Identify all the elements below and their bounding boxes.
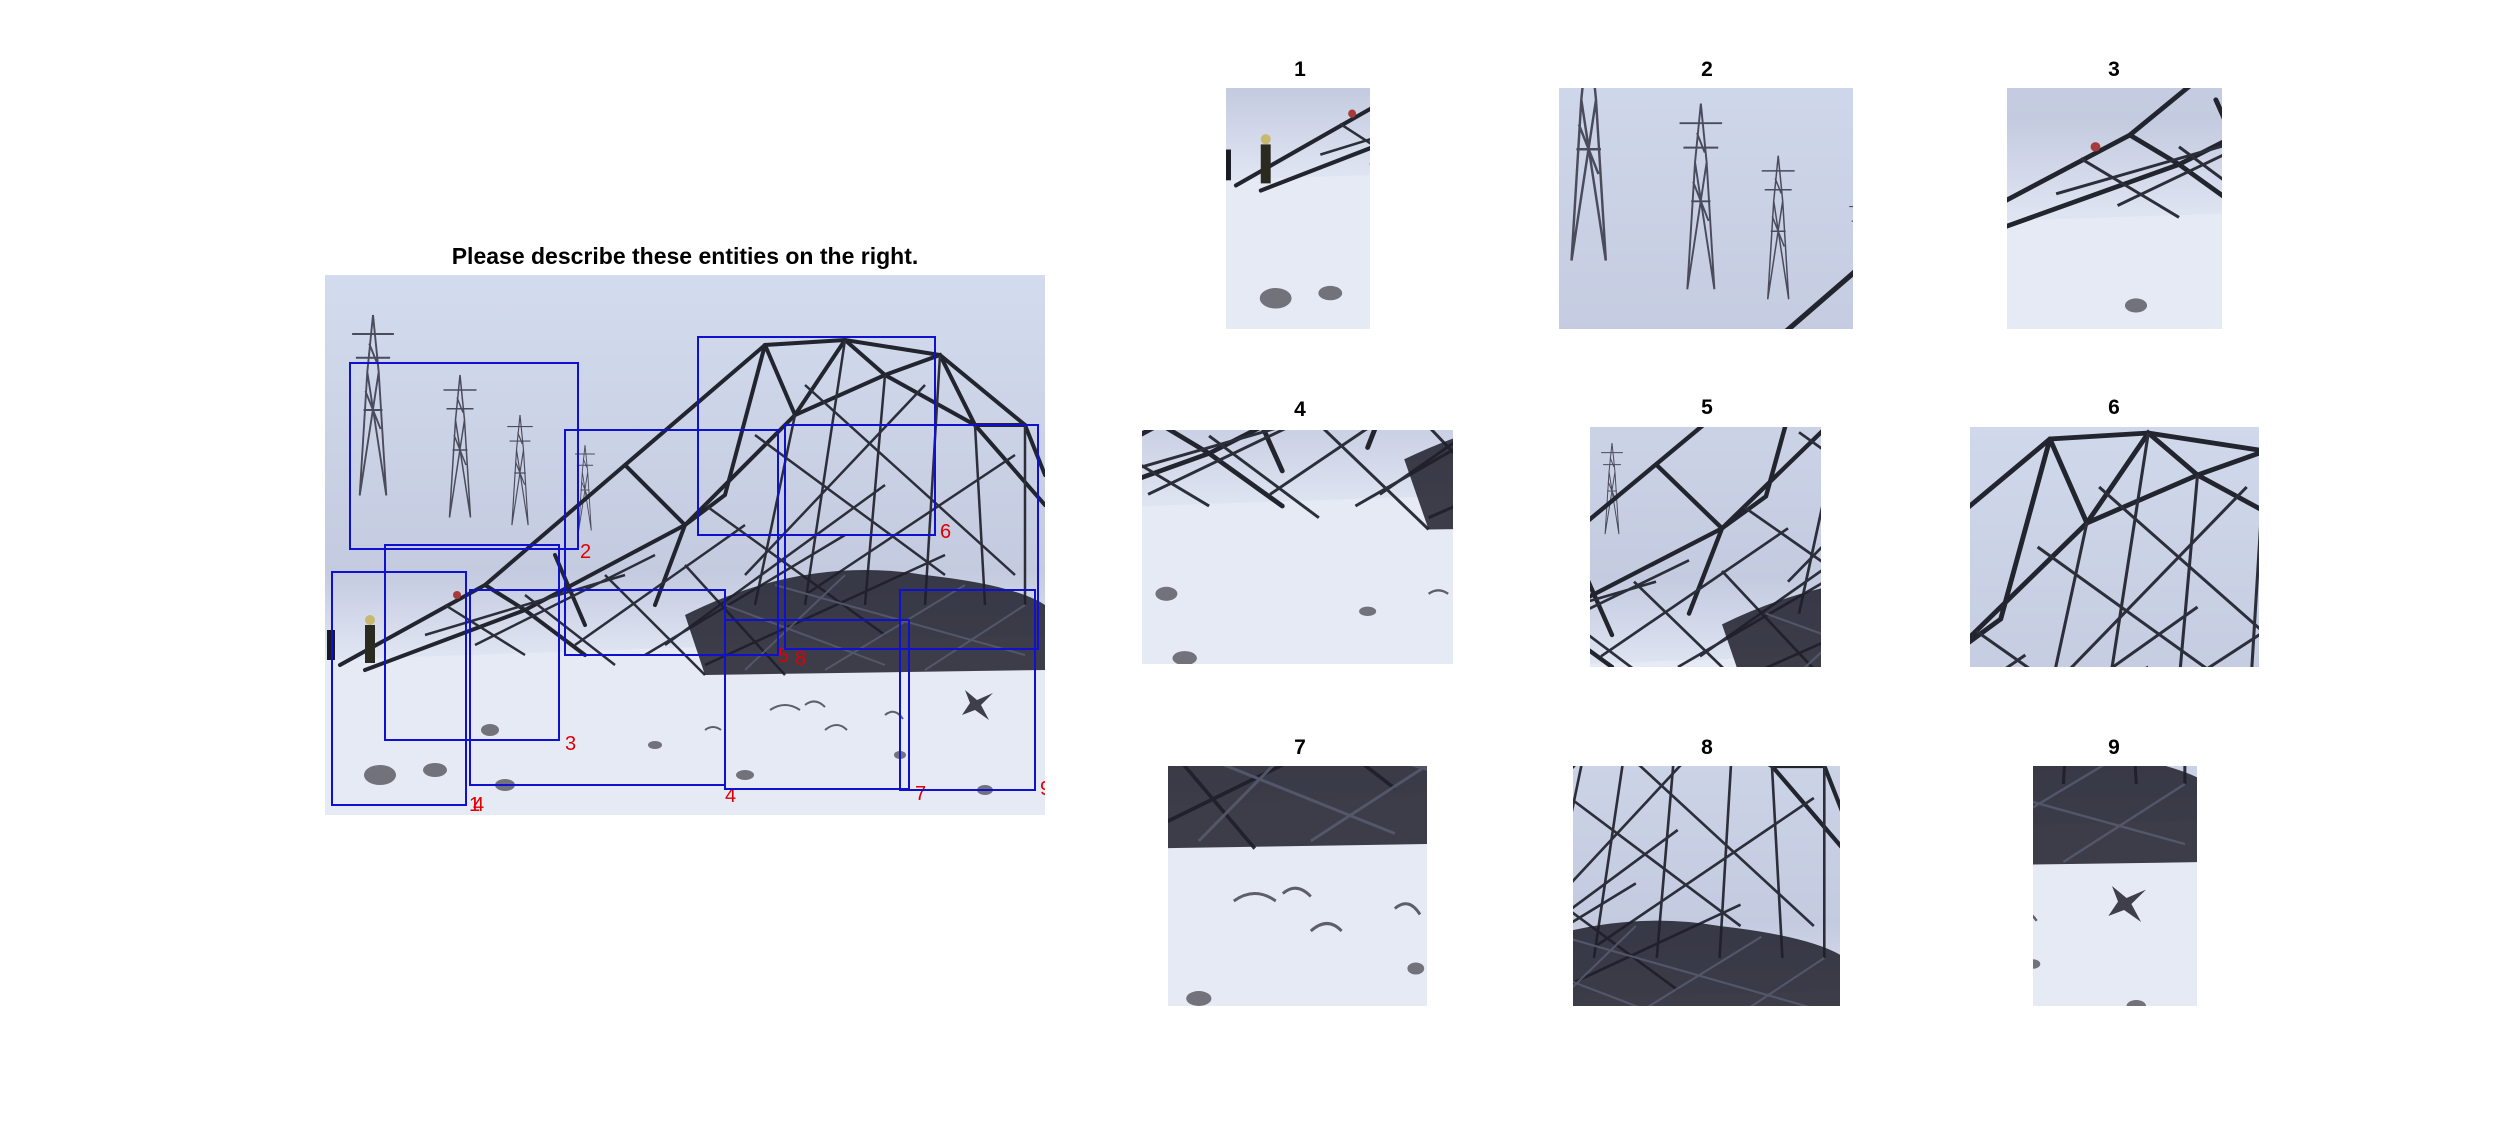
- bounding-box-label-7: 7: [915, 783, 926, 805]
- thumbnail-8-image: [1573, 766, 1840, 1006]
- thumbnail-8-title: 8: [1701, 736, 1713, 759]
- main-scene-image: 1 2 3 4 4 5 6 7 8 9: [325, 275, 1045, 815]
- bounding-box-2: [349, 362, 579, 550]
- bounding-box-label-9: 9: [1040, 778, 1045, 800]
- collapsed-pylon-scene: 1 2 3 4 4 5 6 7 8 9: [325, 275, 1045, 815]
- bounding-box-8: [784, 424, 1039, 650]
- thumbnail-6-image: [1970, 427, 2259, 667]
- thumbnail-1-image: [1226, 88, 1370, 329]
- bounding-box-1: [331, 571, 467, 806]
- thumbnail-2-title: 2: [1701, 58, 1713, 81]
- thumbnail-6-title: 6: [2108, 396, 2120, 419]
- thumbnail-1-title: 1: [1294, 58, 1306, 81]
- thumbnail-5-title: 5: [1701, 396, 1713, 419]
- bounding-box-label-1: 1: [469, 794, 480, 815]
- thumbnail-3-title: 3: [2108, 58, 2120, 81]
- thumbnail-4-title: 4: [1294, 398, 1306, 421]
- thumbnail-2-image: [1559, 88, 1853, 329]
- thumbnail-3-image: [2007, 88, 2222, 329]
- bounding-box-6: [697, 336, 936, 536]
- bounding-box-label-3: 3: [565, 733, 576, 755]
- thumbnail-4-image: [1142, 430, 1453, 664]
- thumbnail-7-image: [1168, 766, 1427, 1006]
- thumbnail-9-title: 9: [2108, 736, 2120, 759]
- bounding-box-3: [384, 544, 560, 741]
- bounding-box-label-8: 8: [795, 648, 806, 670]
- thumbnail-9-image: [2033, 766, 2197, 1006]
- thumbnail-5-image: [1590, 427, 1821, 667]
- bounding-box-label-4: 4: [725, 785, 736, 807]
- thumbnail-7-title: 7: [1294, 736, 1306, 759]
- bounding-box-label-5: 5: [778, 645, 789, 667]
- bounding-box-7: [724, 619, 910, 790]
- bounding-box-label-2: 2: [580, 541, 591, 563]
- bounding-box-5: [564, 429, 779, 656]
- bounding-box-9: [899, 589, 1036, 791]
- bounding-box-label-4: 4: [473, 794, 484, 815]
- bounding-box-label-6: 6: [940, 521, 951, 543]
- main-title: Please describe these entities on the ri…: [451, 243, 919, 269]
